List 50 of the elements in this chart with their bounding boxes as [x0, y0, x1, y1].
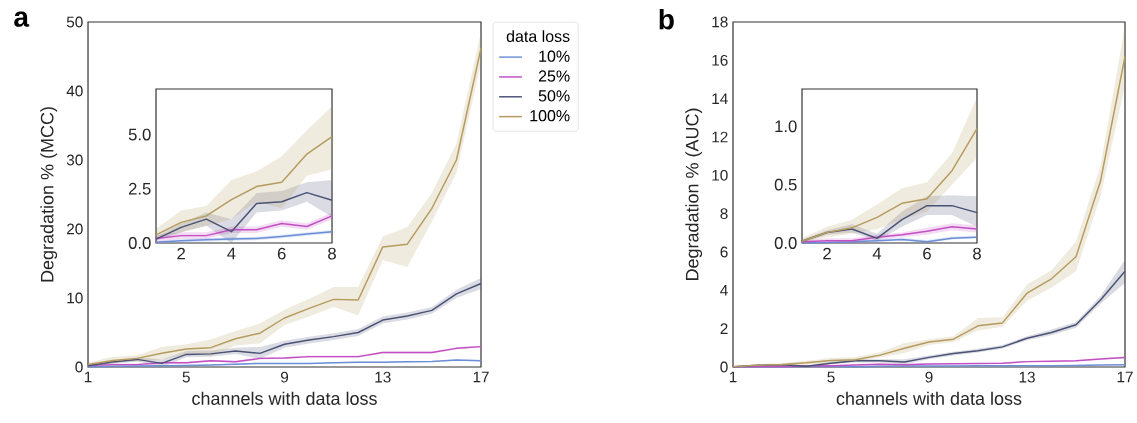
x-tick-label: 8 — [328, 247, 336, 260]
y-tick-label: 18 — [712, 16, 728, 28]
y-tick-label: 0 — [75, 361, 83, 373]
legend-label: 10% — [539, 50, 570, 62]
y-tick-label: 2 — [720, 323, 728, 335]
x-axis-title: channels with data loss — [836, 391, 1022, 405]
y-tick-label: 0.0 — [774, 237, 797, 249]
x-tick-label: 1 — [84, 371, 92, 383]
y-tick-label: 12 — [712, 131, 728, 143]
chart-title: a — [14, 11, 30, 27]
x-tick-label: 6 — [923, 247, 931, 260]
x-tick-label: 17 — [1117, 371, 1133, 383]
x-tick-label: 13 — [1019, 371, 1035, 383]
x-tick-label: 9 — [280, 371, 289, 383]
y-axis-title: Degradation % (AUC) — [685, 108, 703, 281]
y-tick-label: 0.5 — [774, 178, 797, 191]
y-tick-label: 30 — [66, 154, 83, 166]
y-tick-label: 14 — [712, 93, 728, 104]
x-tick-label: 2 — [823, 247, 831, 260]
legend-label: 50% — [538, 90, 570, 102]
y-tick-label: 2.5 — [128, 182, 151, 195]
y-tick-label: 4 — [720, 285, 728, 296]
y-tick-label: 0.0 — [128, 237, 151, 249]
x-tick-label: 4 — [872, 247, 882, 260]
y-tick-label: 10 — [712, 169, 728, 181]
y-tick-label: 16 — [712, 54, 728, 66]
legend-title: data loss — [506, 30, 570, 42]
x-tick-label: 17 — [473, 371, 489, 383]
y-tick-label: 20 — [67, 223, 83, 235]
y-tick-label: 5.0 — [128, 128, 151, 141]
y-tick-label: 10 — [67, 292, 83, 304]
y-tick-label: 0 — [720, 361, 728, 373]
x-tick-label: 8 — [973, 247, 981, 260]
legend-label: 100% — [530, 110, 570, 122]
legend-label: 25% — [538, 70, 570, 82]
chart-title: b — [659, 8, 674, 30]
x-tick-label: 5 — [182, 371, 190, 383]
x-tick-label: 6 — [277, 247, 286, 260]
y-tick-label: 50 — [66, 16, 83, 28]
x-axis-title: channels with data loss — [192, 391, 377, 405]
x-tick-label: 5 — [827, 371, 835, 383]
x-tick-label: 13 — [375, 371, 391, 383]
x-tick-label: 1 — [729, 371, 737, 383]
x-tick-label: 2 — [177, 247, 185, 260]
x-tick-label: 9 — [925, 371, 933, 383]
x-tick-label: 4 — [227, 247, 236, 260]
y-tick-label: 1.0 — [775, 120, 797, 133]
y-axis-title: Degradation % (MCC) — [40, 107, 58, 282]
y-tick-label: 40 — [66, 85, 83, 97]
y-tick-label: 8 — [720, 208, 728, 220]
